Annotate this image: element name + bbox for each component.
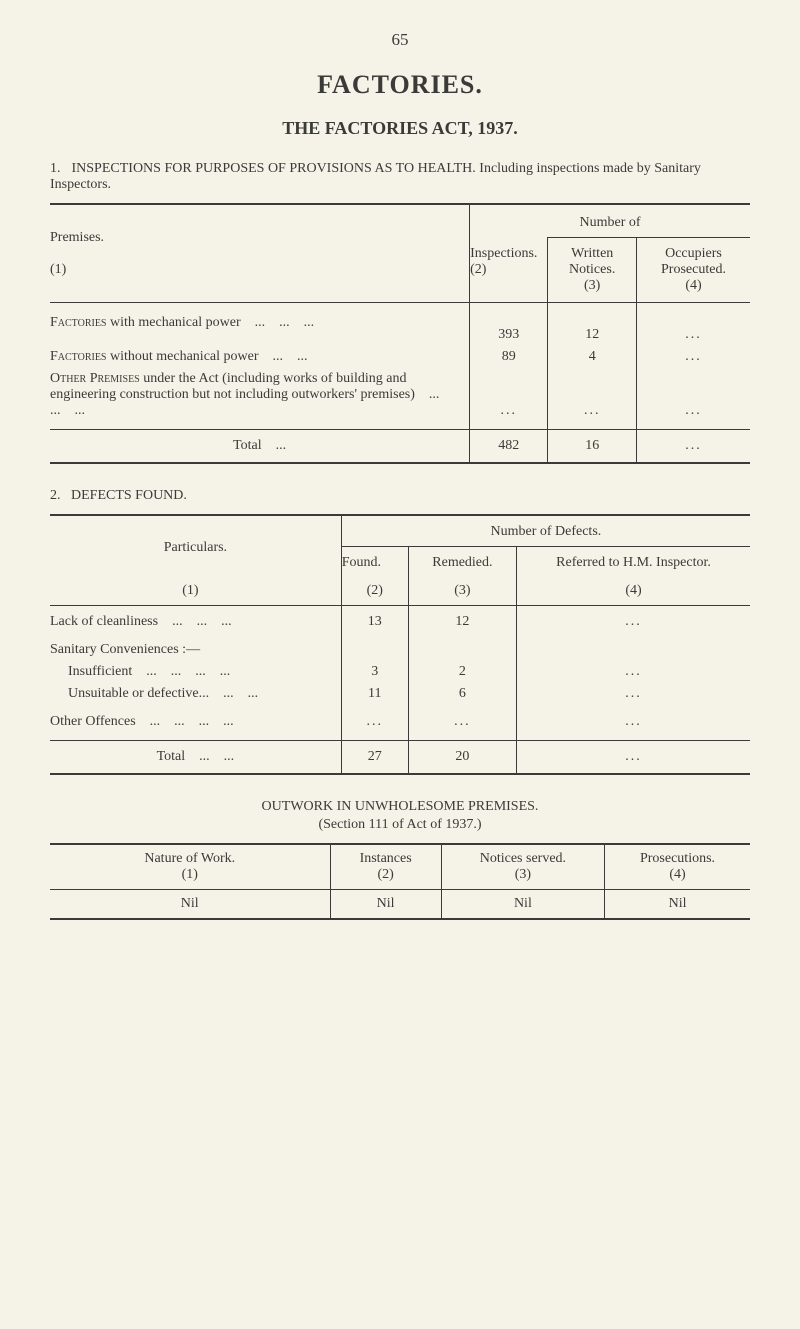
o-row-notices: Nil (441, 890, 604, 919)
section1-heading: 1. INSPECTIONS FOR PURPOSES OF PROVISION… (40, 161, 760, 193)
col-instances-label: Instances (360, 851, 412, 866)
d-row3-remedied: 6 (408, 682, 516, 704)
d-row1-label: Sanitary Conveniences :— (50, 642, 200, 657)
d-total-label: Total (157, 749, 186, 764)
section2-text: DEFECTS FOUND. (71, 488, 187, 503)
d-row0-referred: ... (517, 606, 750, 633)
col-found-label: Found. (341, 547, 408, 580)
outwork-subtitle: (Section 111 of Act of 1937.) (40, 817, 760, 833)
col-occupiers-num: (4) (685, 278, 701, 293)
d-total-referred: ... (517, 741, 750, 774)
row0-inspections: 393 (470, 303, 548, 346)
d-total-remedied: 20 (408, 741, 516, 774)
col-notices-num: (3) (584, 278, 600, 293)
inspections-table: Premises. (1) Number of Inspections. (2)… (50, 205, 750, 462)
col-remedied-num: (3) (408, 579, 516, 606)
d-row2-label: Insufficient ... ... ... ... (50, 664, 331, 680)
col-premises-label: Premises. (50, 230, 104, 245)
group-header-numberof: Number of (470, 205, 750, 238)
d-row3-label: Unsuitable or defective... ... ... (50, 686, 331, 702)
d-row0-found: 13 (341, 606, 408, 633)
section2-heading: 2. DEFECTS FOUND. (50, 488, 750, 504)
total-label: Total (233, 438, 262, 453)
col-prosecutions-label: Prosecutions. (640, 851, 715, 866)
d-row3-referred: ... (517, 682, 750, 704)
d-row1-found (341, 632, 408, 660)
col-notices3-label: Notices served. (480, 851, 566, 866)
row2-label: Other Premises under the Act (including … (50, 371, 459, 419)
d-row4-label: Other Offences (50, 714, 136, 729)
table3-wrap: Nature of Work. (1) Instances (2) Notice… (50, 843, 750, 920)
o-row-nature: Nil (50, 890, 330, 919)
row1-label: Factories without mechanical power ... .… (50, 349, 459, 365)
outwork-title: OUTWORK IN UNWHOLESOME PREMISES. (40, 799, 760, 815)
page-number: 65 (40, 30, 760, 50)
outwork-table: Nature of Work. (1) Instances (2) Notice… (50, 845, 750, 918)
col-inspections-label: Inspections. (470, 246, 537, 261)
col-referred-num: (4) (517, 579, 750, 606)
table2-wrap: Particulars. Number of Defects. Found. R… (50, 514, 750, 775)
d-row0-remedied: 12 (408, 606, 516, 633)
col-occupiers-label: Occupiers Prosecuted. (661, 246, 726, 277)
main-title: FACTORIES. (40, 70, 760, 100)
defects-table: Particulars. Number of Defects. Found. R… (50, 516, 750, 773)
d-row1-remedied (408, 632, 516, 660)
col-particulars-label: Particulars. (164, 540, 227, 555)
act-title: THE FACTORIES ACT, 1937. (40, 118, 760, 139)
row2-notices: ... (548, 367, 637, 430)
table1-wrap: Premises. (1) Number of Inspections. (2)… (50, 203, 750, 464)
row2-inspections: ... (470, 367, 548, 430)
d-row3-found: 11 (341, 682, 408, 704)
d-row4-found: ... (341, 704, 408, 741)
col-instances-num: (2) (377, 867, 393, 882)
col-prosecutions-num: (4) (669, 867, 685, 882)
total-inspections: 482 (470, 430, 548, 463)
row0-occupiers: ... (636, 303, 750, 346)
section1-text: INSPECTIONS FOR PURPOSES OF PROVISIONS A… (50, 161, 701, 192)
col-found-num: (2) (341, 579, 408, 606)
section2-num: 2. (50, 488, 61, 503)
row2-occupiers: ... (636, 367, 750, 430)
total-notices: 16 (548, 430, 637, 463)
row0-label: Factories with mechanical power ... ... … (50, 315, 459, 331)
col-particulars-num: (1) (50, 579, 341, 606)
section1-num: 1. (50, 161, 68, 177)
col-notices-label: Written Notices. (569, 246, 615, 277)
o-row-instances: Nil (330, 890, 441, 919)
col-nature-num: (1) (182, 867, 198, 882)
d-row0-label: Lack of cleanliness (50, 614, 158, 629)
d-row4-referred: ... (517, 704, 750, 741)
row1-occupiers: ... (636, 345, 750, 367)
d-row1-referred (517, 632, 750, 660)
row0-notices: 12 (548, 303, 637, 346)
col-nature-label: Nature of Work. (144, 851, 235, 866)
d-row2-found: 3 (341, 660, 408, 682)
row1-notices: 4 (548, 345, 637, 367)
d-row2-referred: ... (517, 660, 750, 682)
o-row-prosecutions: Nil (605, 890, 750, 919)
col-remedied-label: Remedied. (408, 547, 516, 580)
d-total-found: 27 (341, 741, 408, 774)
col-premises-num: (1) (50, 262, 66, 277)
group-header-defects: Number of Defects. (341, 516, 750, 547)
total-occupiers: ... (636, 430, 750, 463)
col-notices3-num: (3) (515, 867, 531, 882)
d-row4-remedied: ... (408, 704, 516, 741)
d-row2-remedied: 2 (408, 660, 516, 682)
col-inspections-num: (2) (470, 262, 486, 277)
row1-inspections: 89 (470, 345, 548, 367)
col-referred-label: Referred to H.M. Inspector. (517, 547, 750, 580)
